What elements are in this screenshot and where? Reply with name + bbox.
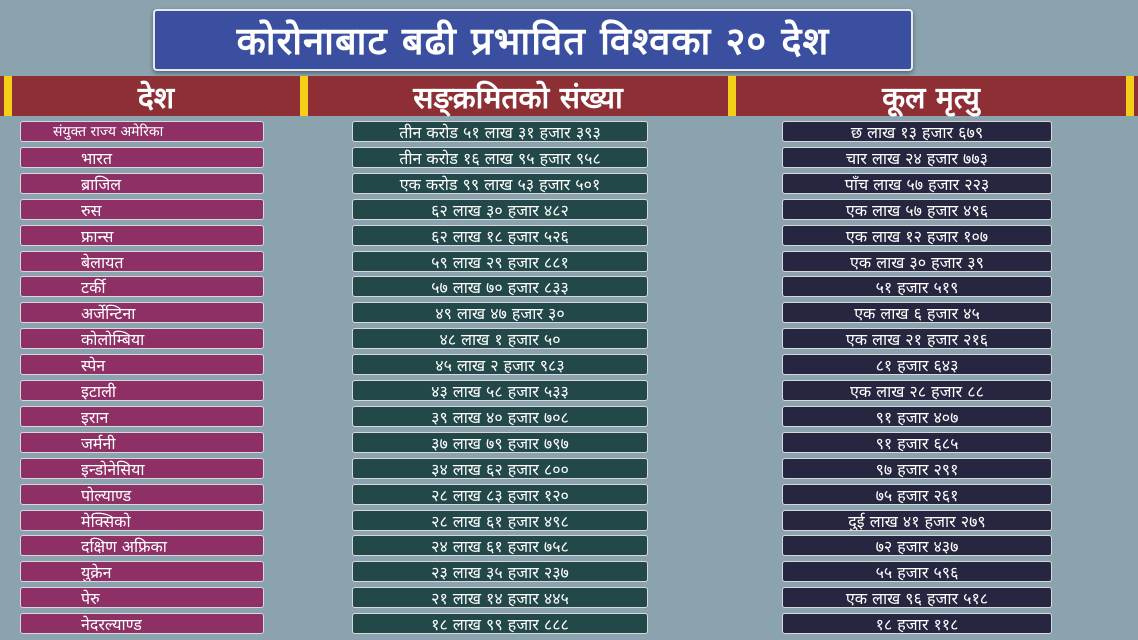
cases-cell: ४९ लाख ४७ हजार ३० <box>352 302 648 323</box>
country-cell: इटाली <box>20 380 264 401</box>
country-cell: रुस <box>20 199 264 220</box>
header-separator <box>1126 76 1134 116</box>
deaths-cell: छ लाख १३ हजार ६७९ <box>782 121 1052 142</box>
cases-cell: ३९ लाख ४० हजार ७०८ <box>352 406 648 427</box>
country-cell: संयुक्त राज्य अमेरिका <box>20 121 264 142</box>
cases-cell: २१ लाख १४ हजार ४४५ <box>352 587 648 608</box>
country-cell: फ्रान्स <box>20 225 264 246</box>
cases-cell: ४५ लाख २ हजार ९८३ <box>352 354 648 375</box>
cases-cell: ३४ लाख ६२ हजार ८०० <box>352 458 648 479</box>
country-cell: स्पेन <box>20 354 264 375</box>
deaths-cell: एक लाख २८ हजार ८८ <box>782 380 1052 401</box>
deaths-cell: एक लाख ५७ हजार ४९६ <box>782 199 1052 220</box>
header-separator <box>4 76 12 116</box>
deaths-cell: दुई लाख ४१ हजार २७९ <box>782 510 1052 531</box>
country-cell: मेक्सिको <box>20 510 264 531</box>
cases-cell: २८ लाख ८३ हजार १२० <box>352 484 648 505</box>
country-cell: इन्डोनेसिया <box>20 458 264 479</box>
country-cell: ब्राजिल <box>20 173 264 194</box>
cases-cell: १८ लाख ९९ हजार ८८८ <box>352 613 648 634</box>
deaths-cell: पाँच लाख ५७ हजार २२३ <box>782 173 1052 194</box>
deaths-cell: चार लाख २४ हजार ७७३ <box>782 147 1052 168</box>
deaths-cell: ५५ हजार ५९६ <box>782 561 1052 582</box>
column-header-deaths: कूल मृत्यु <box>882 80 980 116</box>
country-cell: पेरु <box>20 587 264 608</box>
country-cell: बेलायत <box>20 251 264 272</box>
header-separator <box>728 76 736 116</box>
deaths-cell: ९१ हजार ४०७ <box>782 406 1052 427</box>
cases-cell: २८ लाख ६१ हजार ४९८ <box>352 510 648 531</box>
deaths-cell: ५१ हजार ५१९ <box>782 276 1052 297</box>
country-cell: अर्जेन्टिना <box>20 302 264 323</box>
cases-cell: ५९ लाख २९ हजार ८८१ <box>352 251 648 272</box>
deaths-cell: ७५ हजार २६१ <box>782 484 1052 505</box>
column-header-country: देश <box>137 80 175 116</box>
cases-cell: ४८ लाख १ हजार ५० <box>352 328 648 349</box>
country-cell: कोलोम्बिया <box>20 328 264 349</box>
country-cell: जर्मनी <box>20 432 264 453</box>
country-cell: दक्षिण अफ्रिका <box>20 535 264 556</box>
country-cell: भारत <box>20 147 264 168</box>
deaths-cell: ९७ हजार २९१ <box>782 458 1052 479</box>
deaths-cell: ८१ हजार ६४३ <box>782 354 1052 375</box>
country-cell: टर्की <box>20 276 264 297</box>
header-band <box>0 76 1138 116</box>
deaths-cell: एक लाख १२ हजार १०७ <box>782 225 1052 246</box>
deaths-cell: एक लाख ३० हजार ३९ <box>782 251 1052 272</box>
cases-cell: ५७ लाख ७० हजार ८३३ <box>352 276 648 297</box>
deaths-cell: एक लाख २१ हजार २१६ <box>782 328 1052 349</box>
deaths-cell: ७२ हजार ४३७ <box>782 535 1052 556</box>
cases-cell: २४ लाख ६१ हजार ७५८ <box>352 535 648 556</box>
cases-cell: तीन करोड १६ लाख ९५ हजार ९५८ <box>352 147 648 168</box>
cases-cell: ६२ लाख ३० हजार ४८२ <box>352 199 648 220</box>
cases-cell: ६२ लाख १८ हजार ५२६ <box>352 225 648 246</box>
cases-cell: ३७ लाख ७९ हजार ७९७ <box>352 432 648 453</box>
column-header-cases: सङ्क्रमितको संख्या <box>413 80 623 116</box>
page-title: कोरोनाबाट बढी प्रभावित विश्वका २० देश <box>153 9 913 71</box>
deaths-cell: एक लाख ९६ हजार ५१८ <box>782 587 1052 608</box>
cases-cell: २३ लाख ३५ हजार २३७ <box>352 561 648 582</box>
deaths-cell: १८ हजार ११८ <box>782 613 1052 634</box>
country-cell: युक्रेन <box>20 561 264 582</box>
cases-cell: तीन करोड ५१ लाख ३१ हजार ३९३ <box>352 121 648 142</box>
cases-cell: एक करोड ९९ लाख ५३ हजार ५०१ <box>352 173 648 194</box>
country-cell: पोल्याण्ड <box>20 484 264 505</box>
deaths-cell: एक लाख ६ हजार ४५ <box>782 302 1052 323</box>
country-cell: नेदरल्याण्ड <box>20 613 264 634</box>
deaths-cell: ९१ हजार ६८५ <box>782 432 1052 453</box>
country-cell: इरान <box>20 406 264 427</box>
header-separator <box>300 76 308 116</box>
cases-cell: ४३ लाख ५८ हजार ५३३ <box>352 380 648 401</box>
